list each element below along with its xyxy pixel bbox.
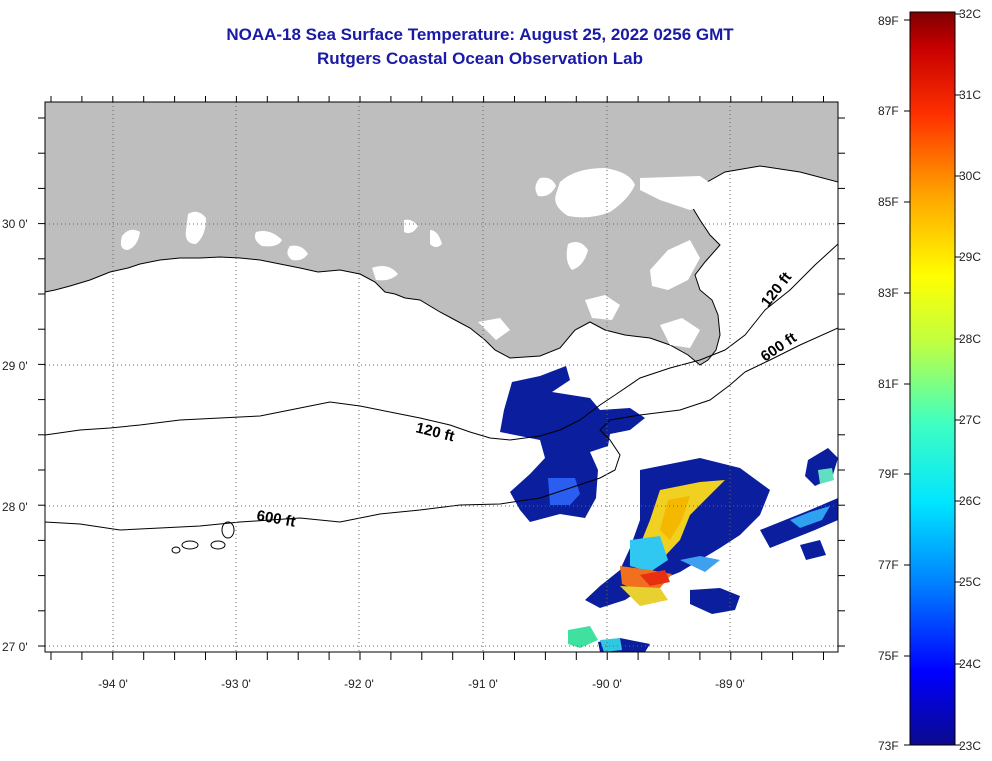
colorbar-ticks — [904, 13, 961, 746]
lon-label-93: -93 0' — [221, 677, 251, 691]
cb-f-79: 79F — [878, 467, 899, 481]
lon-label-91: -91 0' — [468, 677, 498, 691]
cb-f-83: 83F — [878, 286, 899, 300]
cb-f-75: 75F — [878, 649, 899, 663]
cb-f-73: 73F — [878, 739, 899, 753]
map-title: NOAA-18 Sea Surface Temperature: August … — [226, 25, 734, 44]
cb-f-89: 89F — [878, 14, 899, 28]
lon-label-90: -90 0' — [592, 677, 622, 691]
cb-c-30: 30C — [959, 169, 981, 183]
lon-label-94: -94 0' — [98, 677, 128, 691]
cb-c-31: 31C — [959, 88, 981, 102]
cb-c-27: 27C — [959, 413, 981, 427]
cb-c-25: 25C — [959, 575, 981, 589]
lat-label-30: 30 0' — [2, 217, 28, 231]
graticule — [45, 102, 838, 652]
cb-c-32: 32C — [959, 7, 981, 21]
contour-120ft-west — [45, 394, 616, 441]
lon-label-89: -89 0' — [715, 677, 745, 691]
cb-f-87: 87F — [878, 104, 899, 118]
plot-frame — [44, 101, 839, 653]
cb-f-77: 77F — [878, 558, 899, 572]
lat-label-29: 29 0' — [2, 359, 28, 373]
cb-f-81: 81F — [878, 377, 899, 391]
lat-label-27: 27 0' — [2, 640, 28, 654]
sst-warm-patches — [568, 468, 834, 652]
land-mass — [45, 102, 838, 366]
contour-120ft-east — [614, 243, 838, 396]
lon-label-92: -92 0' — [344, 677, 374, 691]
axis-ticks — [38, 96, 845, 660]
lat-label-28: 28 0' — [2, 500, 28, 514]
cb-f-85: 85F — [878, 195, 899, 209]
contour-label-600ft-west: 600 ft — [255, 507, 297, 531]
contour-600ft-west — [45, 371, 746, 531]
cb-c-24: 24C — [959, 657, 981, 671]
contour-blobs — [171, 521, 235, 554]
colorbar — [909, 11, 956, 746]
cb-c-28: 28C — [959, 332, 981, 346]
contour-600ft-east — [744, 327, 838, 373]
cb-c-29: 29C — [959, 250, 981, 264]
map-subtitle: Rutgers Coastal Ocean Observation Lab — [317, 49, 643, 68]
cb-c-26: 26C — [959, 494, 981, 508]
cb-c-23: 23C — [959, 739, 981, 753]
inland-water — [120, 168, 752, 348]
